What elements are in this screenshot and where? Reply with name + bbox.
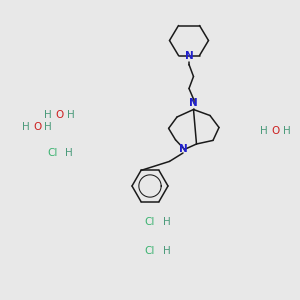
Text: N: N <box>189 98 198 109</box>
Text: N: N <box>184 51 194 62</box>
Text: H: H <box>283 125 290 136</box>
Text: Cl: Cl <box>145 217 155 227</box>
Text: H: H <box>44 122 52 133</box>
Text: N: N <box>178 143 188 154</box>
Text: Cl: Cl <box>145 245 155 256</box>
Text: O: O <box>33 122 42 133</box>
Text: H: H <box>65 148 73 158</box>
Text: H: H <box>44 110 52 121</box>
Text: O: O <box>56 110 64 121</box>
Text: O: O <box>272 125 280 136</box>
Text: H: H <box>163 245 170 256</box>
Text: H: H <box>67 110 74 121</box>
Text: H: H <box>163 217 170 227</box>
Text: H: H <box>22 122 29 133</box>
Text: H: H <box>260 125 268 136</box>
Text: Cl: Cl <box>47 148 58 158</box>
